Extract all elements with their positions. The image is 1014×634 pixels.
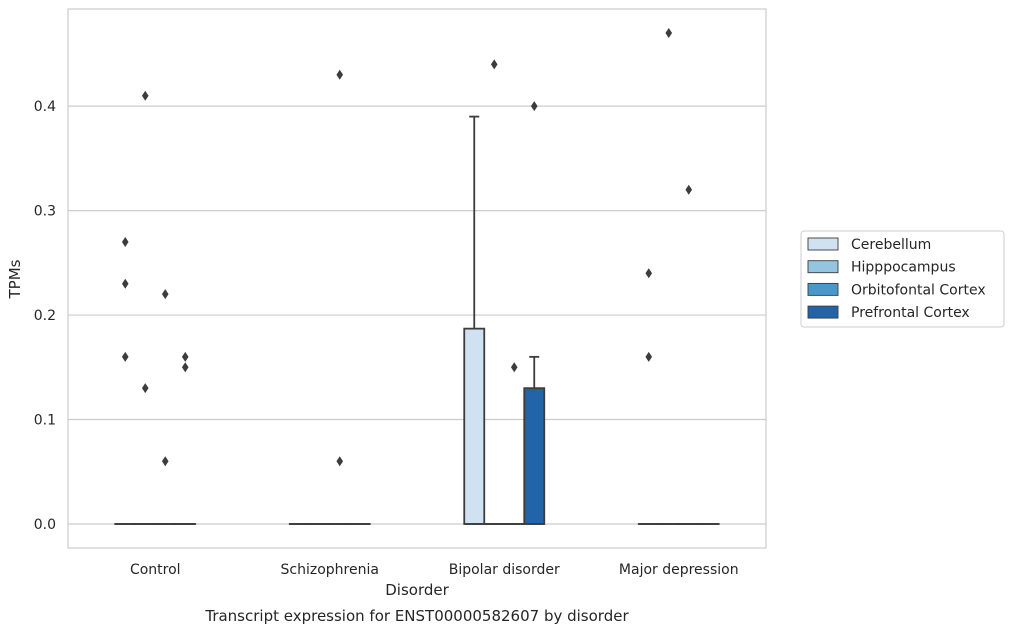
legend-item: Hipppocampus xyxy=(807,260,956,276)
outlier-point xyxy=(645,268,653,279)
legend-swatch xyxy=(807,305,839,319)
box-body xyxy=(463,327,486,525)
legend-swatch xyxy=(807,260,839,274)
legend-item: Orbitofontal Cortex xyxy=(807,282,986,298)
outlier-point xyxy=(336,456,344,467)
legend-frame xyxy=(800,230,1005,328)
legend-swatch xyxy=(807,237,839,251)
outlier-point xyxy=(645,351,653,362)
grid-lines xyxy=(68,105,766,525)
outlier-point xyxy=(530,101,538,112)
legend: Cerebellum Hipppocampus Orbitofontal Corte… xyxy=(800,230,1005,328)
y-tick-label: 0.3 xyxy=(34,204,56,220)
outlier-point xyxy=(141,90,149,101)
legend-label: Prefrontal Cortex xyxy=(851,305,970,321)
outlier-point xyxy=(665,28,673,39)
legend-label: Orbitofontal Cortex xyxy=(851,282,986,298)
outlier-point xyxy=(181,351,189,362)
y-tick-label: 0.4 xyxy=(34,99,56,115)
outlier-point xyxy=(121,278,129,289)
box xyxy=(523,355,546,525)
figure-caption: Transcript expression for ENST0000058260… xyxy=(204,607,629,625)
x-axis-label: Disorder xyxy=(385,581,449,599)
outlier-point xyxy=(181,362,189,373)
legend-label: Hipppocampus xyxy=(851,260,956,276)
x-tick-label: Schizophrenia xyxy=(281,562,379,578)
x-tick-label: Bipolar disorder xyxy=(449,562,560,578)
legend-item: Cerebellum xyxy=(807,237,931,253)
boxes xyxy=(114,115,720,525)
legend-label: Cerebellum xyxy=(851,237,931,253)
box-body xyxy=(523,387,546,525)
x-tick-labels: Control Schizophrenia Bipolar disorder Majo… xyxy=(130,562,739,578)
y-tick-label: 0.2 xyxy=(34,308,56,324)
outlier-point xyxy=(141,383,149,394)
box xyxy=(463,115,486,525)
y-tick-labels: 0.0 0.1 0.2 0.3 0.4 xyxy=(34,99,56,533)
outlier-point xyxy=(685,184,693,195)
y-axis-label: TPMs xyxy=(6,259,24,299)
legend-item: Prefrontal Cortex xyxy=(807,305,970,321)
outlier-point xyxy=(121,351,129,362)
outlier-point xyxy=(121,236,129,247)
outlier-point xyxy=(161,456,169,467)
x-tick-label: Major depression xyxy=(619,562,739,578)
y-tick-label: 0.0 xyxy=(34,517,56,533)
outlier-point xyxy=(490,59,498,70)
outlier-point xyxy=(161,289,169,300)
x-tick-label: Control xyxy=(130,562,181,578)
outlier-point xyxy=(510,362,518,373)
outlier-point xyxy=(336,69,344,80)
y-tick-label: 0.1 xyxy=(34,413,56,429)
legend-swatch xyxy=(807,282,839,296)
outliers xyxy=(121,28,693,467)
plot-frame xyxy=(67,8,767,549)
